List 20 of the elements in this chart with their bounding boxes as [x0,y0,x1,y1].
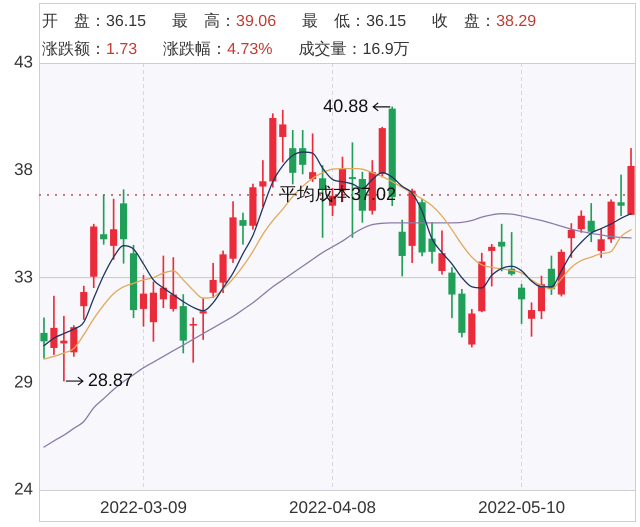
x-tick-label: 2022-05-10 [478,498,566,517]
y-tick-label: 33 [14,267,33,286]
text: 开 盘：36.15 [42,13,146,30]
x-tick-label: 2022-04-08 [289,498,376,517]
text: 涨跌幅：4.73% [163,41,273,58]
text: 收 盘：38.29 [432,13,536,30]
candlestick [528,302,536,337]
annotation: 40.88 [323,96,368,116]
text: 成交量：16.9万 [298,41,410,58]
y-tick-label: 43 [14,52,33,72]
y-tick-label: 29 [14,372,33,392]
annotation: 28.87 [88,370,133,390]
text: 涨跌额：1.73 [42,41,138,58]
x-tick-label: 2022-03-09 [100,498,187,517]
text: 最 高：39.06 [172,13,276,30]
candlestick [40,318,48,358]
text: 最 低：36.15 [302,13,406,30]
candlestick [239,212,247,245]
y-tick-label: 38 [14,160,33,180]
y-tick-label: 24 [14,480,33,499]
